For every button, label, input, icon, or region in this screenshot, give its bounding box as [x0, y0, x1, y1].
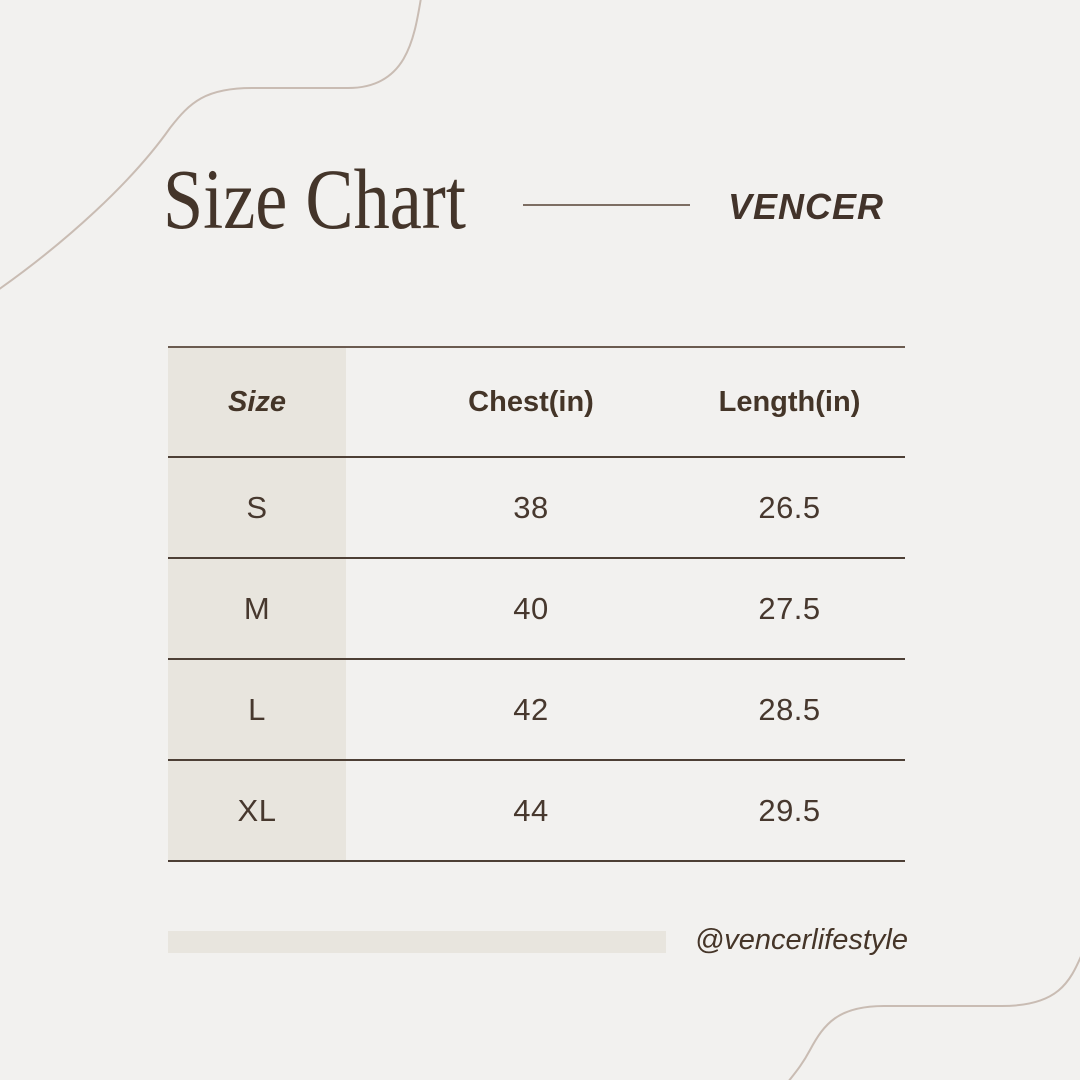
column-header-chest: Chest(in) [346, 348, 716, 458]
table-row-chest-value: 42 [346, 660, 716, 761]
table-row-chest-value: 38 [346, 458, 716, 559]
table-row-length-value: 29.5 [716, 761, 905, 862]
size-chart-table: Size Chest(in) Length(in) S 38 26.5 M 40… [168, 346, 905, 862]
table-row-size-label: S [168, 458, 346, 559]
page-title: Size Chart [163, 151, 466, 247]
table-row-length-value: 27.5 [716, 559, 905, 660]
table-row-length-value: 26.5 [716, 458, 905, 559]
footer-accent-bar [168, 931, 666, 953]
column-header-length: Length(in) [716, 348, 905, 458]
table-row-chest-value: 44 [346, 761, 716, 862]
social-handle: @vencerlifestyle [694, 924, 908, 956]
table-row-length-value: 28.5 [716, 660, 905, 761]
bottom-right-curve-line [788, 956, 1080, 1080]
brand-name: VENCER [727, 186, 885, 227]
table-row-size-label: M [168, 559, 346, 660]
table-row-size-label: L [168, 660, 346, 761]
table-row-size-label: XL [168, 761, 346, 862]
column-header-size: Size [168, 348, 346, 458]
title-divider-line [523, 204, 690, 206]
table-row-chest-value: 40 [346, 559, 716, 660]
